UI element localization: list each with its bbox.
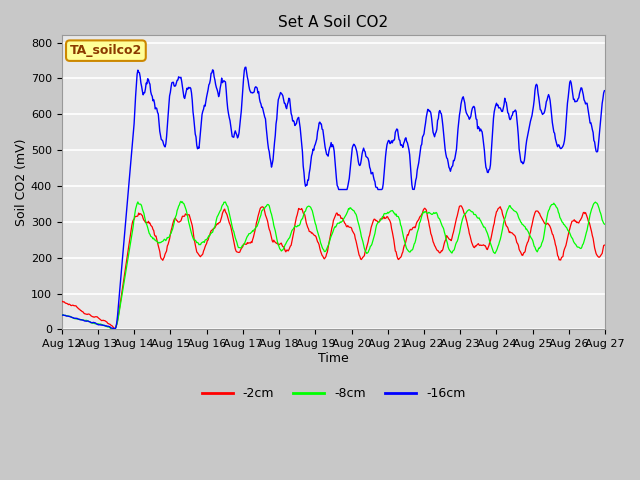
Legend: -2cm, -8cm, -16cm: -2cm, -8cm, -16cm <box>196 383 470 406</box>
X-axis label: Time: Time <box>318 352 349 365</box>
Y-axis label: Soil CO2 (mV): Soil CO2 (mV) <box>15 139 28 226</box>
Text: TA_soilco2: TA_soilco2 <box>70 44 142 57</box>
Title: Set A Soil CO2: Set A Soil CO2 <box>278 15 388 30</box>
